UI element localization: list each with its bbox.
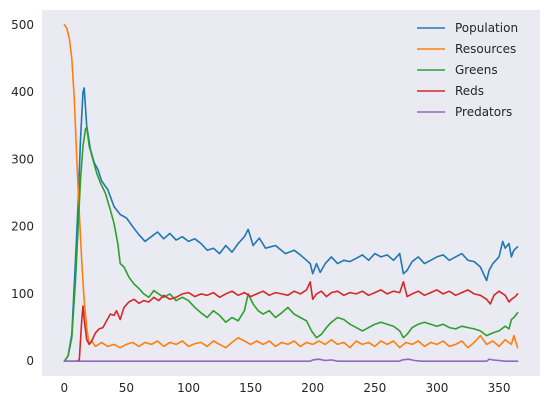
legend-label: Population <box>455 21 518 35</box>
x-axis-ticks: 0 50 100 150 200 250 300 350 <box>61 381 511 395</box>
legend-label: Reds <box>455 84 484 98</box>
legend-item-reds: Reds <box>417 84 484 98</box>
legend-label: Greens <box>455 63 498 77</box>
y-tick-label: 0 <box>26 354 34 368</box>
y-tick-label: 200 <box>11 220 34 234</box>
x-tick-label: 0 <box>61 381 69 395</box>
y-axis-ticks: 0 100 200 300 400 500 <box>11 18 34 368</box>
y-tick-label: 500 <box>11 18 34 32</box>
series-line-predators <box>63 358 519 362</box>
series-line-reds <box>63 281 519 362</box>
legend-item-predators: Predators <box>417 105 512 119</box>
plot-background <box>42 10 540 376</box>
y-tick-label: 300 <box>11 152 34 166</box>
series-line-resources <box>63 24 519 349</box>
x-tick-label: 200 <box>301 381 324 395</box>
legend-item-greens: Greens <box>417 63 498 77</box>
x-tick-label: 150 <box>239 381 262 395</box>
series-line-greens <box>63 126 519 362</box>
legend-item-resources: Resources <box>417 42 516 56</box>
legend: Population Resources Greens Reds Predators <box>417 21 518 119</box>
legend-label: Resources <box>455 42 516 56</box>
legend-item-population: Population <box>417 21 518 35</box>
y-tick-label: 400 <box>11 85 34 99</box>
y-tick-label: 100 <box>11 287 34 301</box>
series-line-population <box>63 87 519 362</box>
x-tick-label: 250 <box>363 381 386 395</box>
legend-label: Predators <box>455 105 512 119</box>
x-tick-label: 350 <box>488 381 511 395</box>
x-tick-label: 100 <box>177 381 200 395</box>
series-layer <box>63 24 519 362</box>
x-tick-label: 300 <box>425 381 448 395</box>
x-tick-label: 50 <box>119 381 134 395</box>
